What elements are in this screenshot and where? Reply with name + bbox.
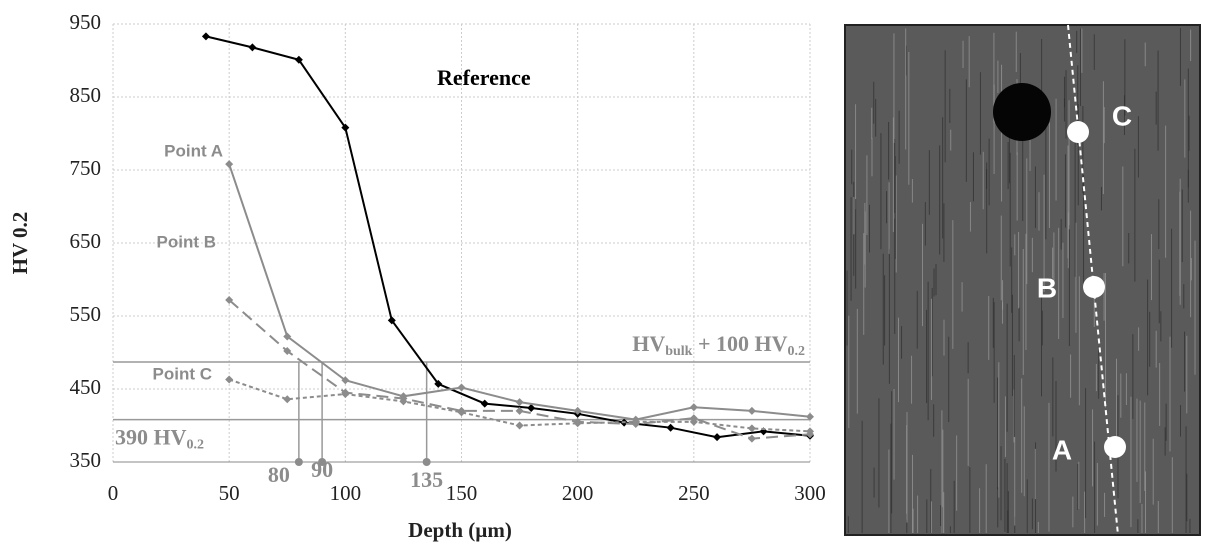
- marker-dot: [294, 458, 303, 466]
- x-tick-label: 300: [794, 481, 826, 505]
- data-point: [283, 332, 292, 341]
- marker-dot: [422, 458, 431, 466]
- data-point: [225, 295, 234, 304]
- data-point: [747, 434, 756, 443]
- subscript: 0.2: [187, 438, 205, 453]
- reference-label: HVbulk + 100 HV0.2: [632, 331, 805, 359]
- micrograph: A B C: [844, 24, 1201, 536]
- label-part: + 100 HV: [692, 331, 787, 356]
- plot: 350 450 550 650 750 850 950 0 50 100 150 200 250 300 H…: [70, 10, 826, 505]
- data-point: [689, 417, 698, 426]
- data-point: [631, 417, 640, 426]
- data-point: [248, 43, 257, 52]
- data-point: [515, 406, 524, 415]
- point-label: C: [1112, 100, 1132, 131]
- data-point: [225, 160, 234, 169]
- y-tick-label: 450: [70, 375, 102, 399]
- point-dot: [1067, 121, 1089, 143]
- series-line: [228, 299, 811, 440]
- x-tick-label: 0: [108, 481, 119, 505]
- data-point: [341, 390, 350, 399]
- series-label: Point C: [153, 364, 213, 383]
- data-point: [573, 419, 582, 428]
- data-point: [457, 383, 466, 392]
- data-point: [457, 408, 466, 417]
- data-point: [283, 347, 292, 356]
- y-axis-label: HV 0.2: [8, 212, 32, 275]
- subscript: bulk: [665, 344, 692, 359]
- data-point: [573, 406, 582, 415]
- data-point: [806, 427, 814, 436]
- y-tick-label: 650: [70, 229, 102, 253]
- point-dot: [1104, 436, 1126, 458]
- data-point: [341, 123, 350, 132]
- data-point: [527, 403, 536, 412]
- y-tick-label: 750: [70, 156, 102, 180]
- data-point: [806, 412, 814, 421]
- data-point: [283, 395, 292, 404]
- point-dot: [1083, 276, 1105, 298]
- label-part: 390 HV: [115, 425, 187, 450]
- data-point: [387, 316, 396, 325]
- data-point: [225, 375, 234, 384]
- data-point: [666, 423, 675, 432]
- x-tick-label: 200: [562, 481, 594, 505]
- y-tick-label: 850: [70, 83, 102, 107]
- marker-label: 90: [311, 457, 333, 482]
- x-tick-label: 50: [219, 481, 240, 505]
- y-tick-label: 350: [70, 448, 102, 472]
- data-point: [201, 32, 210, 41]
- series-line: [205, 35, 811, 439]
- texture: [846, 27, 1196, 533]
- data-point: [399, 397, 408, 406]
- point-label: A: [1052, 434, 1072, 465]
- y-tick-label: 950: [70, 10, 102, 34]
- hole: [993, 83, 1051, 141]
- marker-dot: [318, 458, 327, 466]
- reference-label: 390 HV0.2: [115, 425, 204, 453]
- data-point: [515, 421, 524, 430]
- data-point: [434, 379, 443, 388]
- label-part: HV: [632, 331, 665, 356]
- data-point: [689, 403, 698, 412]
- data-point: [341, 376, 350, 385]
- series-label: Point B: [157, 232, 217, 251]
- x-tick-label: 150: [446, 481, 478, 505]
- marker-label: 135: [410, 467, 443, 492]
- series-label: Point A: [164, 141, 223, 160]
- data-point: [747, 406, 756, 415]
- series-label: Reference: [437, 65, 531, 90]
- x-axis-label: Depth (µm): [408, 518, 512, 542]
- point-label: B: [1037, 272, 1057, 303]
- subscript: 0.2: [788, 344, 806, 359]
- data-point: [713, 433, 722, 442]
- data-point: [747, 424, 756, 433]
- series-line: [228, 163, 811, 421]
- x-tick-label: 250: [678, 481, 710, 505]
- x-tick-label: 100: [330, 481, 362, 505]
- data-point: [480, 399, 489, 408]
- data-point: [294, 55, 303, 64]
- y-tick-label: 550: [70, 302, 102, 326]
- data-point: [515, 398, 524, 407]
- marker-label: 80: [268, 462, 290, 487]
